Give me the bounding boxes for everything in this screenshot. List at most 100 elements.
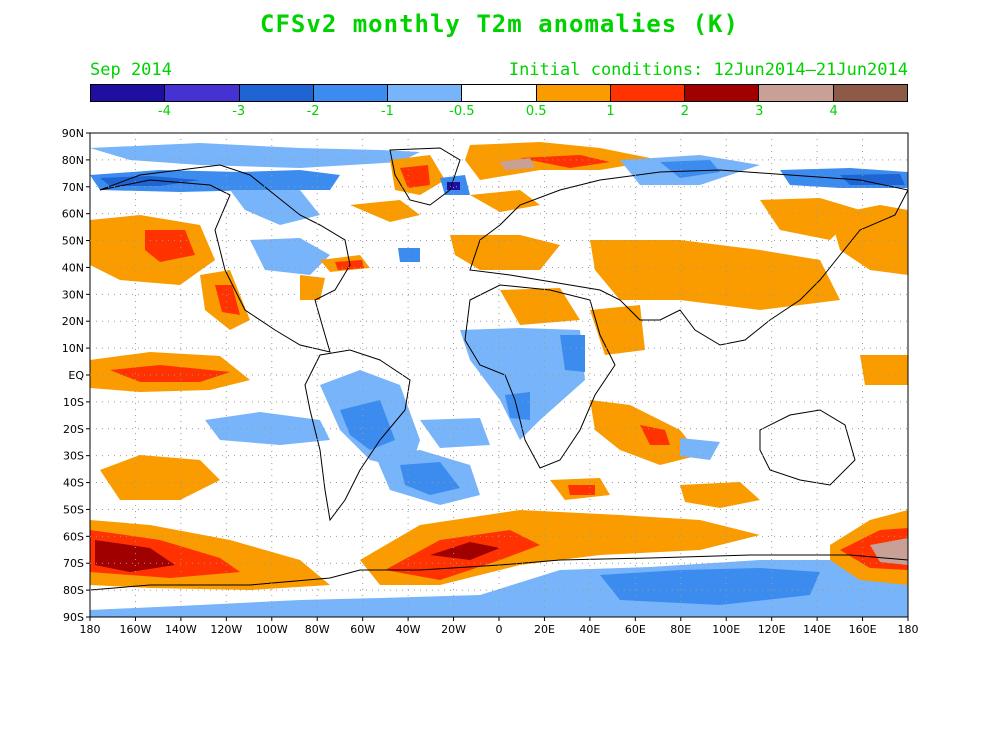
anomaly-region (520, 155, 610, 168)
anomaly-region (95, 540, 175, 572)
map-title: CFSv2 monthly T2m anomalies (K) (260, 10, 739, 38)
anomaly-region (660, 160, 720, 178)
lat-label: 20N (62, 315, 84, 328)
lat-label: 40N (62, 261, 84, 274)
lat-lon-grid (90, 133, 908, 617)
lon-label: 160W (120, 623, 152, 636)
anomaly-region (90, 170, 340, 192)
anomaly-region (760, 198, 860, 240)
coastline-north-america (99, 164, 351, 353)
lat-label: 60N (62, 208, 84, 221)
legend-label: -4 (157, 104, 171, 119)
anomaly-region (860, 355, 908, 385)
legend-label: -2 (306, 104, 320, 119)
anomaly-region (300, 275, 325, 300)
longitude-axis: 180 160W 140W 120W 100W 80W 60W 40W 20W 0 20E 40E 60… (80, 617, 919, 636)
legend-swatch (685, 85, 760, 101)
anomaly-region (215, 285, 240, 315)
legend-swatch (462, 85, 537, 101)
legend-swatch (610, 85, 686, 101)
lat-label: EQ (68, 369, 84, 382)
lon-label: 40E (579, 623, 600, 636)
anomaly-region (505, 392, 530, 420)
lon-label: 20W (441, 623, 466, 636)
lat-label: 50S (63, 503, 84, 516)
legend-label: -0.5 (449, 104, 475, 119)
lat-label: 30N (62, 288, 84, 301)
anomaly-region (90, 143, 420, 168)
initial-conditions-label: Initial conditions: 12Jun2014–21Jun2014 (508, 60, 908, 80)
coastline-eurasia (469, 169, 908, 346)
lon-label: 80W (305, 623, 330, 636)
anomaly-fields (90, 142, 908, 617)
lat-label: 60S (63, 530, 84, 543)
lat-label: 10N (62, 342, 84, 355)
latitude-axis: 90N 80N 70N 60N 50N 40N 30N 20N 10N EQ 10S 20S 30S 40… (62, 127, 90, 624)
legend-swatch (388, 85, 463, 101)
anomaly-region (340, 400, 395, 450)
anomaly-region (568, 485, 595, 495)
lon-label: 100E (712, 623, 740, 636)
lon-label: 140E (803, 623, 831, 636)
anomaly-region (430, 542, 500, 560)
lon-label: 20E (534, 623, 555, 636)
anomaly-region (500, 288, 580, 325)
anomaly-region (400, 165, 430, 188)
anomaly-region (110, 365, 230, 382)
lon-label: 80E (670, 623, 691, 636)
color-legend-bar (90, 84, 908, 102)
coastline-australia (759, 409, 856, 486)
lat-label: 20S (63, 423, 84, 436)
anomaly-region (350, 200, 420, 222)
lat-label: 80N (62, 154, 84, 167)
lon-label: 180 (898, 623, 919, 636)
legend-swatch (91, 85, 166, 101)
legend-label: 1 (606, 104, 615, 119)
lon-label: 60W (350, 623, 375, 636)
legend-label: 0.5 (525, 104, 547, 119)
legend-swatch (165, 85, 240, 101)
anomaly-region (830, 205, 908, 275)
legend-swatch (833, 85, 907, 101)
anomaly-region (680, 482, 760, 508)
anomaly-region (500, 158, 535, 170)
lat-label: 90S (63, 611, 84, 624)
legend-label: 4 (829, 104, 838, 119)
anomaly-region (400, 462, 460, 495)
lon-label: 0 (496, 623, 503, 636)
legend-swatch (759, 85, 834, 101)
anomaly-region (398, 248, 420, 262)
lat-label: 90N (62, 127, 84, 140)
lat-label: 70N (62, 181, 84, 194)
anomaly-region (600, 568, 820, 605)
coastline-antarctica (90, 554, 908, 591)
legend-swatch (536, 85, 611, 101)
lon-label: 40W (396, 623, 421, 636)
coastlines (90, 147, 908, 591)
coastline-south-america (304, 349, 411, 522)
anomaly-region (230, 190, 320, 225)
lon-label: 120W (210, 623, 242, 636)
legend-label: -3 (232, 104, 246, 119)
anomaly-region (205, 412, 330, 445)
anomaly-region (420, 418, 490, 448)
lat-label: 40S (63, 477, 84, 490)
anomaly-region (100, 176, 200, 186)
anomaly-region (470, 190, 540, 212)
anomaly-region (460, 328, 585, 440)
anomaly-region (680, 438, 720, 460)
lon-label: 180 (80, 623, 101, 636)
lon-label: 160E (849, 623, 877, 636)
lat-label: 30S (63, 450, 84, 463)
lat-label: 70S (63, 557, 84, 570)
valid-month-label: Sep 2014 (90, 60, 172, 80)
lon-label: 120E (758, 623, 786, 636)
lat-label: 50N (62, 235, 84, 248)
anomaly-region (870, 538, 908, 565)
legend-label: 2 (680, 104, 690, 119)
lon-label: 60E (625, 623, 646, 636)
legend-swatch (313, 85, 389, 101)
anomaly-region (100, 455, 220, 500)
lat-label: 10S (63, 396, 84, 409)
